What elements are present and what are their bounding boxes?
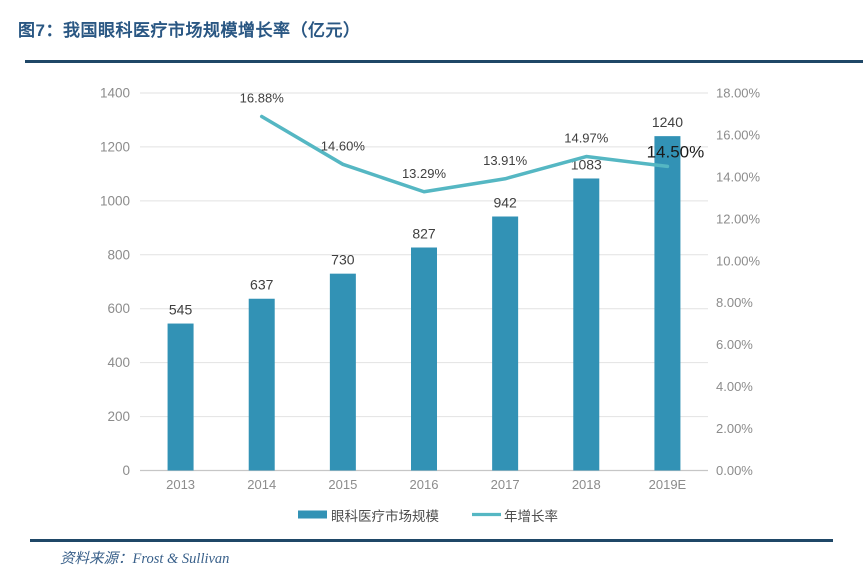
y-axis-right-tick-label: 18.00%	[716, 86, 761, 101]
y-axis-left-tick-label: 800	[107, 247, 130, 262]
y-axis-left-tick-label: 1000	[100, 193, 130, 208]
bar-2017	[492, 216, 519, 471]
line-value-label-highlighted: 14.50%	[647, 142, 705, 161]
bar-2014	[248, 298, 275, 471]
x-axis-label-2018: 2018	[572, 477, 601, 492]
line-value-label: 14.60%	[321, 138, 366, 153]
legend-bar-label: 眼科医疗市场规模	[331, 508, 439, 524]
y-axis-left-tick-label: 0	[122, 463, 130, 478]
y-axis-left-tick-label: 400	[107, 355, 130, 370]
line-value-label: 13.91%	[483, 153, 528, 168]
bar-value-label: 827	[412, 226, 436, 242]
y-axis-right-tick-label: 16.00%	[716, 127, 761, 142]
bar-value-label: 637	[250, 277, 274, 293]
x-axis-label-2017: 2017	[491, 477, 520, 492]
bar-value-label: 942	[493, 194, 517, 210]
x-axis-label-2016: 2016	[410, 477, 439, 492]
line-value-label: 13.29%	[402, 166, 447, 181]
title-divider	[25, 60, 863, 63]
y-axis-right-tick-label: 12.00%	[716, 211, 761, 226]
x-axis-label-2019E: 2019E	[649, 477, 687, 492]
y-axis-right-tick-label: 0.00%	[716, 463, 753, 478]
y-axis-right-tick-label: 6.00%	[716, 337, 753, 352]
bar-value-label: 1240	[652, 114, 683, 130]
y-axis-right-tick-label: 2.00%	[716, 421, 753, 436]
bar-2019E	[654, 136, 681, 471]
y-axis-left-tick-label: 200	[107, 409, 130, 424]
source-name: Frost & Sullivan	[132, 551, 230, 567]
legend-bar-swatch	[298, 510, 327, 519]
source-line: 资料来源：Frost & Sullivan	[60, 547, 229, 568]
legend-line-label: 年增长率	[504, 508, 558, 524]
x-axis-label-2013: 2013	[166, 477, 195, 492]
bar-2015	[329, 273, 356, 471]
market-size-growth-combo-chart: 0 200 400 600 800 1000 1200 1400 0.00% 2.00% 4.00%…	[100, 86, 761, 525]
y-axis-left-tick-label: 1400	[100, 86, 130, 101]
source-label: 资料来源：	[60, 551, 133, 567]
growth-rate-line	[259, 114, 670, 194]
y-axis-left-tick-label: 600	[107, 301, 130, 316]
line-value-label: 14.97%	[564, 131, 609, 146]
y-axis-right-tick-label: 4.00%	[716, 379, 753, 394]
bar-2013	[167, 323, 194, 471]
bar-value-label: 545	[169, 302, 193, 318]
footer-divider	[30, 539, 833, 542]
bar-2016	[411, 247, 437, 471]
y-axis-right-tick-label: 14.00%	[716, 169, 761, 184]
bar-2018	[573, 178, 600, 471]
y-axis-left-tick-label: 1200	[100, 139, 130, 154]
line-value-label: 16.88%	[240, 90, 285, 105]
y-axis-right-tick-label: 8.00%	[716, 295, 753, 310]
figure-title: 图7：我国眼科医疗市场规模增长率（亿元）	[18, 21, 361, 40]
x-axis-label-2015: 2015	[328, 477, 357, 492]
bar-value-label: 730	[331, 252, 355, 268]
x-axis-label-2014: 2014	[247, 477, 276, 492]
y-axis-right-tick-label: 10.00%	[716, 253, 761, 268]
